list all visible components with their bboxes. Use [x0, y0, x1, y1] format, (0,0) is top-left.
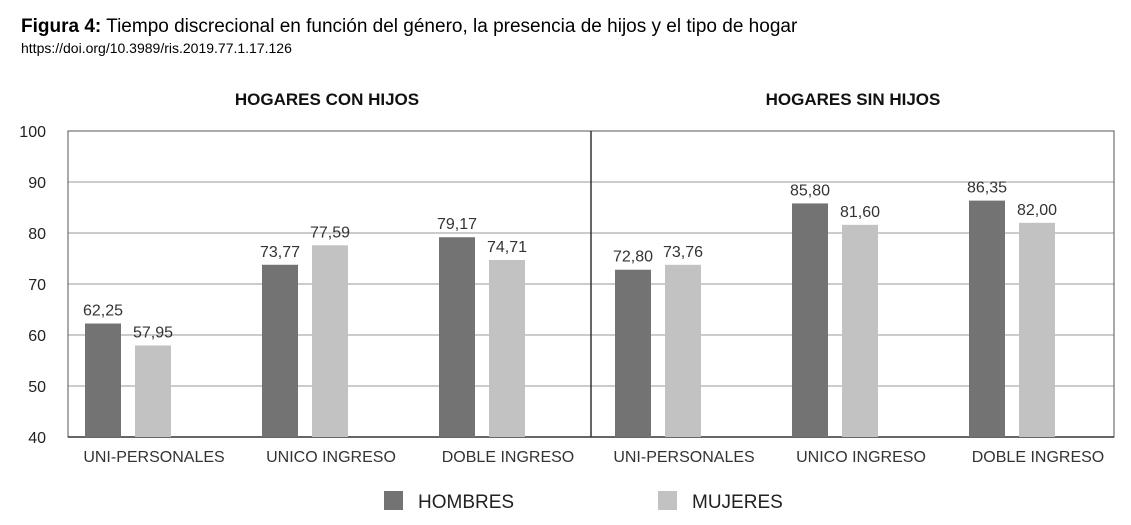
data-label: 73,76 — [663, 244, 703, 261]
y-tick-label: 90 — [28, 175, 46, 192]
figure-doi: https://doi.org/10.3989/ris.2019.77.1.17… — [21, 40, 292, 56]
x-tick-label: UNICO INGRESO — [796, 449, 926, 466]
y-tick-label: 60 — [28, 328, 46, 345]
bar — [262, 264, 298, 437]
legend-swatch — [658, 491, 677, 510]
x-tick-label: DOBLE INGRESO — [972, 449, 1104, 466]
figure-title-text: Tiempo discrecional en función del géner… — [106, 16, 798, 37]
bar — [792, 203, 828, 437]
bar — [615, 269, 651, 437]
x-tick-label: UNI-PERSONALES — [613, 449, 754, 466]
data-label: 57,95 — [133, 324, 173, 341]
panel-title: HOGARES CON HIJOS — [235, 90, 419, 109]
bar — [969, 200, 1005, 437]
x-tick-label: UNICO INGRESO — [266, 449, 396, 466]
x-tick-label: UNI-PERSONALES — [83, 449, 224, 466]
y-tick-label: 40 — [28, 430, 46, 447]
data-label: 73,77 — [260, 244, 300, 261]
data-label: 86,35 — [967, 180, 1007, 197]
y-tick-label: 70 — [28, 277, 46, 294]
data-label: 74,71 — [487, 239, 527, 256]
bar — [312, 245, 348, 437]
x-tick-label: DOBLE INGRESO — [442, 449, 574, 466]
data-label: 79,17 — [437, 216, 477, 233]
y-tick-label: 80 — [28, 226, 46, 243]
bar — [665, 264, 701, 437]
data-label: 81,60 — [840, 204, 880, 221]
data-label: 85,80 — [790, 182, 830, 199]
data-label: 77,59 — [310, 224, 350, 241]
bar — [1019, 222, 1055, 437]
data-label: 72,80 — [613, 249, 653, 266]
y-tick-label: 50 — [28, 379, 46, 396]
bar — [135, 345, 171, 437]
bar — [439, 237, 475, 437]
legend-swatch — [384, 491, 403, 510]
y-tick-label: 100 — [19, 124, 46, 141]
legend-label: MUJERES — [692, 492, 783, 513]
figure-header: Figura 4: Tiempo discrecional en función… — [21, 15, 1121, 57]
legend-label: HOMBRES — [418, 492, 514, 513]
data-label: 62,25 — [83, 303, 123, 320]
bar — [842, 224, 878, 437]
figure-label: Figura 4: — [21, 16, 102, 37]
bar — [85, 323, 121, 437]
figure-title: Figura 4: Tiempo discrecional en función… — [21, 15, 1121, 39]
bar — [489, 259, 525, 437]
data-label: 82,00 — [1017, 202, 1057, 219]
panel-title: HOGARES SIN HIJOS — [766, 90, 941, 109]
